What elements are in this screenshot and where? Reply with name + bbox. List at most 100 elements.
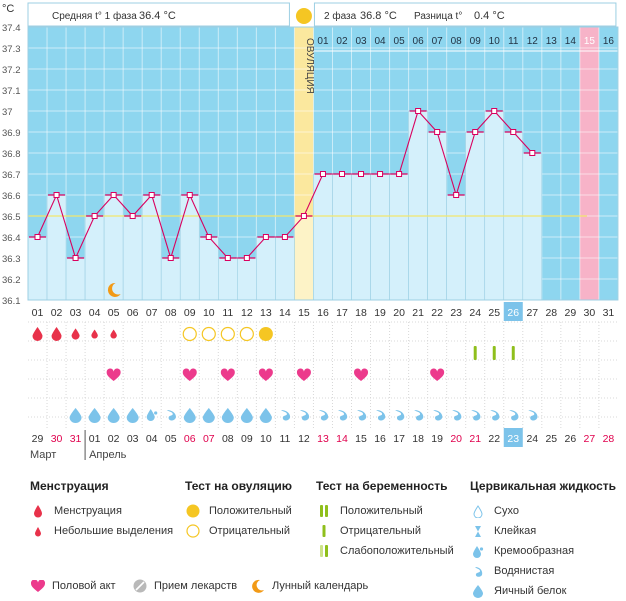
fluid-watery [490, 410, 500, 421]
y-tick-label: 37 [2, 107, 13, 118]
temperature-bar [237, 257, 257, 301]
cycle-day-label: 20 [393, 307, 405, 319]
legend-medication-label: Прием лекарств [154, 580, 238, 592]
cycle-day-label: 28 [545, 307, 557, 319]
temperature-point [472, 129, 479, 135]
menstruation-drop-icon [30, 503, 46, 519]
calendar-date-label: 12 [298, 433, 310, 445]
legend-lunar: Лунный календарь [250, 578, 368, 594]
cycle-day-label: 03 [70, 307, 82, 319]
menstruation-drop [91, 329, 98, 339]
legend-menstruation-title: Менструация [30, 479, 109, 493]
fluid-watery [414, 410, 424, 421]
calendar-date-label: 20 [450, 433, 462, 445]
legend-fluid-title: Цервикальная жидкость [470, 479, 617, 493]
dry-drop-icon [470, 503, 486, 519]
temperature-bar [389, 173, 409, 301]
fluid-watery [376, 410, 386, 421]
cycle-day-label: 30 [584, 307, 596, 319]
phase2-day-label: 01 [317, 36, 329, 47]
fluid-watery [452, 410, 462, 421]
ovulation-label: ОВУЛЯЦИЯ [304, 38, 315, 94]
cycle-day-label: 01 [32, 307, 44, 319]
single-bar-icon [316, 523, 332, 539]
legend-ovulation-title: Тест на овуляцию [185, 479, 292, 493]
legend-lunar-label: Лунный календарь [272, 580, 369, 592]
cycle-day-label: 17 [336, 307, 348, 319]
fluid-egg-white [221, 408, 234, 424]
pregnancy-test-bar [492, 346, 496, 360]
spotting-drop-icon [30, 523, 46, 539]
cycle-day-label: 08 [165, 307, 177, 319]
legend-spotting-label: Небольшие выделения [54, 525, 174, 537]
temperature-bar [446, 194, 466, 301]
fluid-watery [357, 410, 367, 421]
legend-cervical-fluid: Цервикальная жидкость Сухо Клейкая Кремо… [470, 479, 616, 601]
calendar-date-label: 09 [241, 433, 253, 445]
cycle-day-label: 26 [507, 307, 519, 319]
y-tick-label: 36.7 [2, 170, 21, 181]
fluid-egg-white [240, 408, 253, 424]
cycle-day-label: 11 [222, 307, 233, 319]
calendar-date-label: 18 [412, 433, 424, 445]
cycle-day-label: 18 [355, 307, 367, 319]
calendar-date-label: 28 [603, 433, 615, 445]
phase2-label: 2 фаза [324, 10, 357, 22]
fluid-egg-white [88, 408, 101, 424]
phase2-day-label: 07 [432, 36, 444, 47]
legend-pregnancy-test: Тест на беременность Положительный Отриц… [316, 479, 454, 561]
temperature-point [358, 171, 365, 177]
cycle-day-label: 14 [279, 307, 291, 319]
cycle-day-label: 13 [260, 307, 272, 319]
temperature-point [377, 171, 384, 177]
positive-circle-icon [185, 503, 201, 519]
cycle-day-label: 15 [298, 307, 310, 319]
legend-ov-positive-label: Положительный [209, 505, 292, 517]
watery-drop-icon [470, 563, 486, 579]
legend-menstruation: Менструация Менструация Небольшие выделе… [30, 479, 173, 541]
y-tick-label: 37.3 [2, 44, 21, 55]
cycle-day-label: 19 [374, 307, 386, 319]
fluid-watery [509, 410, 519, 421]
phase2-day-label: 14 [565, 36, 577, 47]
temperature-point [415, 108, 422, 114]
fluid-egg-white [69, 408, 82, 424]
intercourse-heart [430, 368, 445, 381]
temperature-bar [484, 110, 505, 301]
sun-icon [295, 8, 312, 24]
phase1-box [27, 2, 290, 27]
temperature-bar [275, 236, 295, 301]
fluid-watery [433, 410, 443, 421]
temperature-point [110, 192, 117, 198]
calendar-date-label: 11 [279, 433, 290, 445]
phase2-day-label: 06 [413, 36, 425, 47]
month-label: Апрель [89, 449, 127, 461]
temperature-point [91, 213, 98, 219]
temperature-point [224, 255, 231, 261]
legend-fluid-sticky-label: Клейкая [494, 525, 537, 537]
fluid-watery [299, 410, 310, 421]
weak-bar-icon [316, 543, 332, 559]
calendar-date-label: 04 [146, 433, 158, 445]
menstruation-drop [110, 329, 117, 339]
cycle-day-label: 16 [317, 307, 329, 319]
creamy-drop-icon [470, 543, 486, 559]
cycle-day-label: 09 [184, 307, 196, 319]
temperature-bar [370, 173, 390, 301]
calendar-date-label: 29 [32, 433, 44, 445]
cycle-day-label: 27 [526, 307, 538, 319]
y-tick-label: 36.9 [2, 128, 21, 139]
pregnancy-test-bar [511, 346, 515, 360]
temperature-point [186, 192, 193, 198]
temperature-point [53, 192, 60, 198]
phase2-day-label: 09 [470, 36, 482, 47]
fluid-watery [280, 410, 291, 421]
calendar-date-label: 08 [222, 433, 234, 445]
fluid-egg-white [202, 408, 215, 424]
temperature-point [300, 213, 307, 219]
temperature-point [510, 129, 517, 135]
phase2-day-label: 02 [336, 36, 348, 47]
heart-icon [30, 578, 46, 594]
intercourse-heart [353, 368, 369, 381]
bbt-chart: Средняя t° 1 фаза 36.4 °C 2 фаза 36.8 °C Раз… [2, 2, 619, 461]
